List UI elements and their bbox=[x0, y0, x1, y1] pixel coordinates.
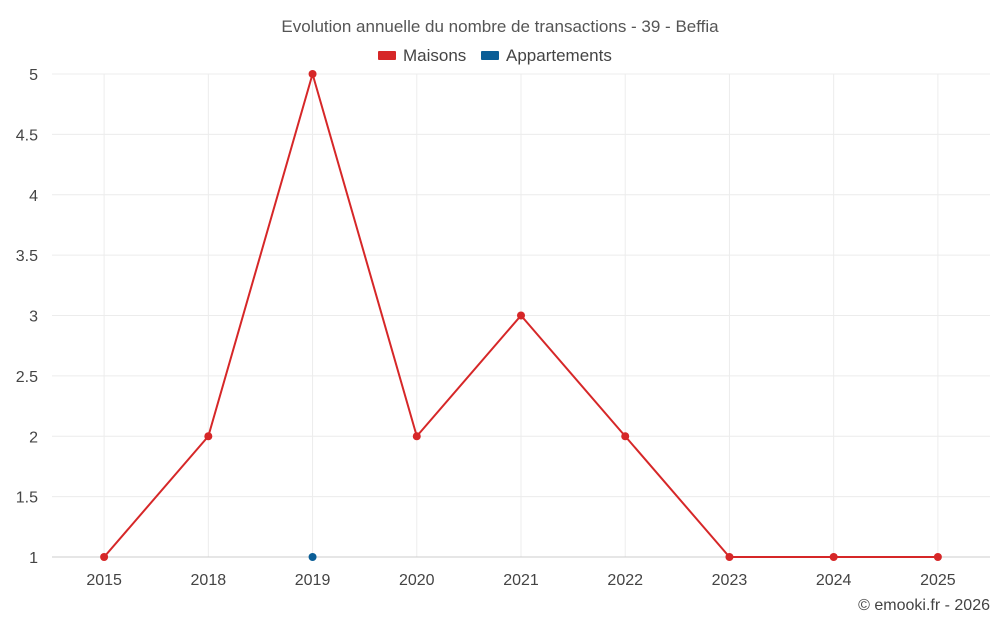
series bbox=[100, 70, 942, 561]
data-point-maisons[interactable] bbox=[829, 553, 838, 561]
legend-item-appartements[interactable]: Appartements bbox=[481, 46, 612, 65]
y-tick-label: 2.5 bbox=[16, 369, 38, 386]
chart-title: Evolution annuelle du nombre de transact… bbox=[281, 17, 719, 36]
x-tick-label: 2020 bbox=[399, 572, 435, 589]
data-point-maisons[interactable] bbox=[933, 553, 942, 561]
x-tick-label: 2018 bbox=[191, 572, 227, 589]
y-tick-label: 1.5 bbox=[16, 490, 38, 507]
x-tick-label: 2024 bbox=[816, 572, 852, 589]
x-tick-label: 2015 bbox=[86, 572, 122, 589]
data-point-maisons[interactable] bbox=[204, 432, 213, 441]
legend-label-appartements: Appartements bbox=[506, 46, 612, 65]
x-tick-label: 2023 bbox=[712, 572, 748, 589]
x-tick-label: 2021 bbox=[503, 572, 539, 589]
y-tick-label: 3.5 bbox=[16, 248, 38, 265]
x-tick-label: 2019 bbox=[295, 572, 331, 589]
x-tick-label: 2022 bbox=[607, 572, 643, 589]
data-point-maisons[interactable] bbox=[517, 311, 525, 320]
y-tick-label: 1 bbox=[29, 550, 38, 567]
legend-swatch-appartements bbox=[481, 51, 499, 60]
data-point-maisons[interactable] bbox=[621, 432, 630, 441]
data-point-maisons[interactable] bbox=[725, 553, 734, 561]
y-tick-label: 5 bbox=[29, 67, 38, 84]
y-tick-label: 2 bbox=[29, 429, 38, 446]
y-tick-label: 4.5 bbox=[16, 127, 38, 144]
data-point-maisons[interactable] bbox=[100, 553, 109, 561]
axes: 1 1.5 2 2.5 3 3.5 4 4.5 5 2015 2018 2019 2020 2021 202… bbox=[16, 67, 990, 589]
legend-item-maisons[interactable]: Maisons bbox=[378, 46, 466, 65]
y-tick-label: 3 bbox=[29, 309, 38, 326]
legend: Maisons Appartements bbox=[378, 46, 612, 65]
legend-label-maisons: Maisons bbox=[403, 46, 466, 65]
data-point-maisons[interactable] bbox=[412, 432, 421, 441]
data-point-maisons[interactable] bbox=[308, 70, 317, 78]
credit-text: © emooki.fr - 2026 bbox=[858, 597, 990, 614]
x-tick-label: 2025 bbox=[920, 572, 956, 589]
legend-swatch-maisons bbox=[378, 51, 396, 60]
data-point-appartements[interactable] bbox=[308, 553, 317, 561]
y-tick-label: 4 bbox=[29, 188, 38, 205]
